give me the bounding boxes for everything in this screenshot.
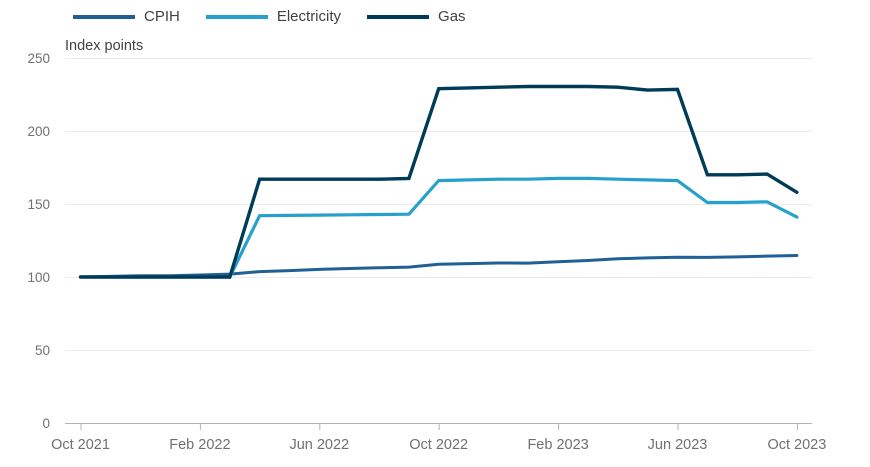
series-line-cpih — [79, 254, 799, 279]
y-tick-label: 0 — [42, 416, 50, 431]
y-tick-label: 200 — [27, 124, 50, 139]
series-line-electricity — [78, 176, 799, 279]
y-tick-label: 50 — [35, 343, 50, 358]
legend-swatch-gas-line — [367, 14, 430, 19]
y-axis-unit-label: Index points — [65, 38, 144, 54]
legend-swatch-cpih-line — [73, 14, 135, 19]
legend-item-electricity[interactable]: Electricity — [205, 7, 342, 26]
y-tick-label: 250 — [27, 51, 50, 66]
x-tick-label: Oct 2022 — [409, 437, 468, 453]
legend-label-electricity: Electricity — [276, 8, 342, 25]
series-line-gas — [78, 84, 799, 279]
x-tick-label: Feb 2023 — [527, 437, 588, 453]
legend-label-cpih: CPIH — [144, 8, 180, 25]
legend-item-cpih[interactable]: CPIH — [73, 7, 180, 26]
x-tick-label: Oct 2023 — [767, 437, 826, 453]
y-tick-label: 150 — [27, 197, 50, 212]
x-tick-label: Jun 2023 — [648, 437, 708, 453]
x-tick-label: Oct 2021 — [51, 437, 110, 453]
legend-item-gas[interactable]: Gas — [367, 7, 466, 26]
chart-legend: CPIH Electricity Gas — [73, 7, 466, 26]
x-tick-label: Feb 2022 — [169, 437, 230, 453]
legend-swatch-electricity-line — [205, 14, 268, 19]
x-tick-label: Jun 2022 — [289, 437, 349, 453]
legend-label-gas: Gas — [438, 8, 466, 25]
y-tick-label: 100 — [27, 270, 50, 285]
